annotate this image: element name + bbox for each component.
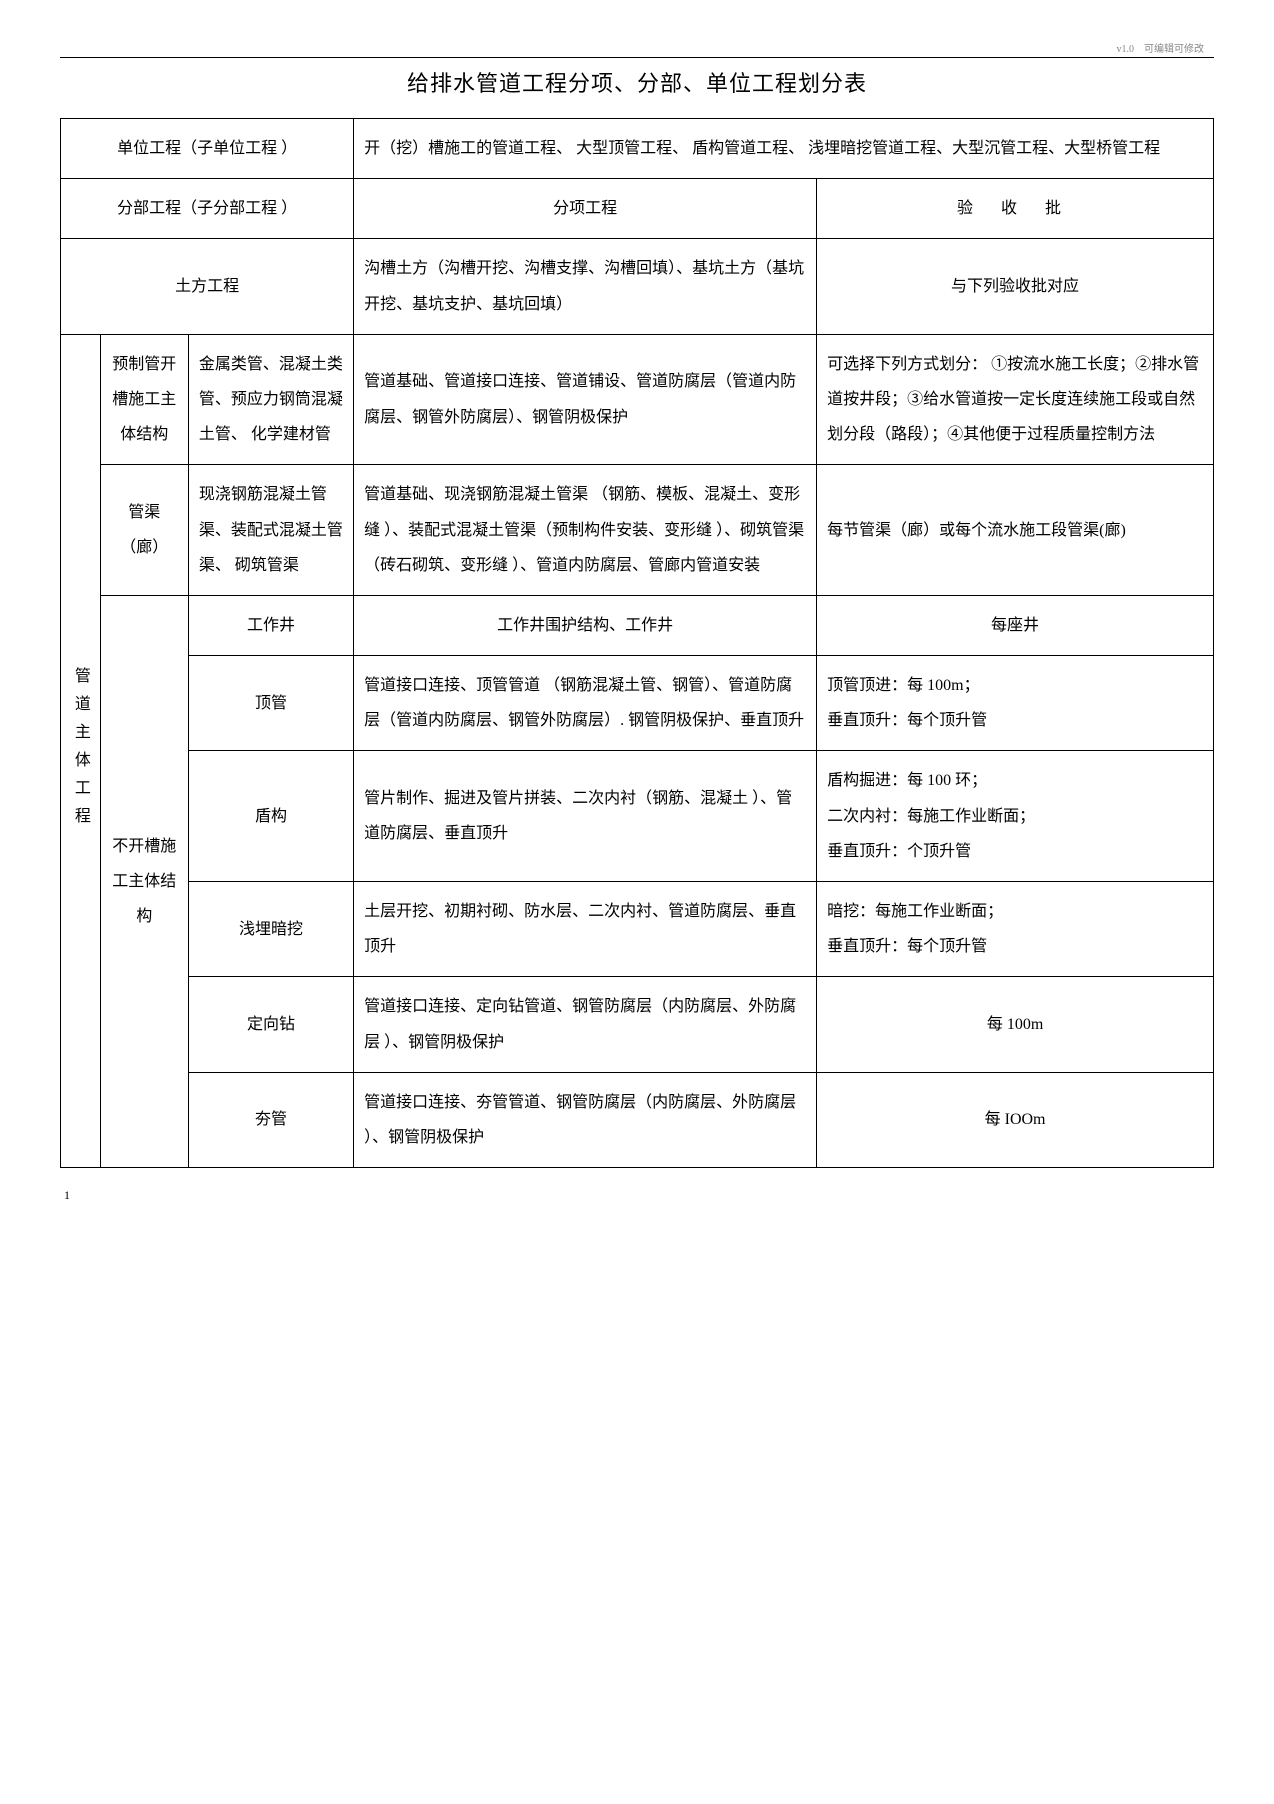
pipe-jacking-sub: 顶管 <box>188 656 353 751</box>
pipe-jacking-accept: 顶管顶进：每 100m； 垂直顶升：每个顶升管 <box>817 656 1214 751</box>
shield-sub: 盾构 <box>188 751 353 882</box>
pipe-jacking-items: 管道接口连接、顶管管道 （钢筋混凝土管、钢管）、管道防腐层（管道内防腐层、钢管外… <box>354 656 817 751</box>
earthwork-items: 沟槽土方（沟槽开挖、沟槽支撑、沟槽回填）、基坑土方（基坑开挖、基坑支护、基坑回填… <box>354 239 817 334</box>
table-row: 管道主体工程 预制管开槽施工主体结构 金属类管、混凝土类管、预应力钢筒混凝土管、… <box>61 334 1214 465</box>
table-row: 定向钻 管道接口连接、定向钻管道、钢管防腐层（内防腐层、外防腐层 ）、钢管阴极保… <box>61 977 1214 1072</box>
ramming-accept: 每 IOOm <box>817 1072 1214 1167</box>
table-row: 不开槽施工主体结构 工作井 工作井围护结构、工作井 每座井 <box>61 595 1214 655</box>
ramming-items: 管道接口连接、夯管管道、钢管防腐层（内防腐层、外防腐层 ）、钢管阴极保护 <box>354 1072 817 1167</box>
gallery-name: 管渠（廊） <box>100 465 188 596</box>
main-label: 管道主体工程 <box>61 334 101 1167</box>
table-row: 单位工程（子单位工程 ） 开（挖）槽施工的管道工程、 大型顶管工程、 盾构管道工… <box>61 119 1214 179</box>
directional-sub: 定向钻 <box>188 977 353 1072</box>
shallow-sub: 浅埋暗挖 <box>188 882 353 977</box>
table-row: 管渠（廊） 现浇钢筋混凝土管渠、装配式混凝土管渠、 砌筑管渠 管道基础、现浇钢筋… <box>61 465 1214 596</box>
gallery-accept: 每节管渠（廊）或每个流水施工段管渠(廊) <box>817 465 1214 596</box>
page-title: 给排水管道工程分项、分部、单位工程划分表 <box>60 66 1214 98</box>
table-row: 盾构 管片制作、掘进及管片拼装、二次内衬（钢筋、混凝土 ）、管道防腐层、垂直顶升… <box>61 751 1214 882</box>
directional-accept: 每 100m <box>817 977 1214 1072</box>
ramming-sub: 夯管 <box>188 1072 353 1167</box>
unit-project-desc: 开（挖）槽施工的管道工程、 大型顶管工程、 盾构管道工程、 浅埋暗挖管道工程、大… <box>354 119 1214 179</box>
prefab-sub: 金属类管、混凝土类管、预应力钢筒混凝土管、 化学建材管 <box>188 334 353 465</box>
table-row: 土方工程 沟槽土方（沟槽开挖、沟槽支撑、沟槽回填）、基坑土方（基坑开挖、基坑支护… <box>61 239 1214 334</box>
table-row: 分部工程（子分部工程 ） 分项工程 验 收 批 <box>61 179 1214 239</box>
unit-project-header: 单位工程（子单位工程 ） <box>61 119 354 179</box>
gallery-items: 管道基础、现浇钢筋混凝土管渠 （钢筋、模板、混凝土、变形缝 ）、装配式混凝土管渠… <box>354 465 817 596</box>
shield-items: 管片制作、掘进及管片拼装、二次内衬（钢筋、混凝土 ）、管道防腐层、垂直顶升 <box>354 751 817 882</box>
version: v1.0 <box>1117 44 1135 55</box>
table-row: 顶管 管道接口连接、顶管管道 （钢筋混凝土管、钢管）、管道防腐层（管道内防腐层、… <box>61 656 1214 751</box>
header-meta: v1.0 可编辑可修改 <box>60 40 1214 58</box>
page-number: 1 <box>60 1188 1214 1203</box>
shallow-items: 土层开挖、初期衬砌、防水层、二次内衬、管道防腐层、垂直顶升 <box>354 882 817 977</box>
acceptance-header: 验 收 批 <box>817 179 1214 239</box>
work-well-sub: 工作井 <box>188 595 353 655</box>
work-well-accept: 每座井 <box>817 595 1214 655</box>
work-well-items: 工作井围护结构、工作井 <box>354 595 817 655</box>
sub-project-header: 分部工程（子分部工程 ） <box>61 179 354 239</box>
prefab-name: 预制管开槽施工主体结构 <box>100 334 188 465</box>
shield-accept: 盾构掘进：每 100 环； 二次内衬：每施工作业断面； 垂直顶升：个顶升管 <box>817 751 1214 882</box>
prefab-items: 管道基础、管道接口连接、管道铺设、管道防腐层（管道内防腐层、钢管外防腐层）、钢管… <box>354 334 817 465</box>
gallery-sub: 现浇钢筋混凝土管渠、装配式混凝土管渠、 砌筑管渠 <box>188 465 353 596</box>
shallow-accept: 暗挖：每施工作业断面； 垂直顶升：每个顶升管 <box>817 882 1214 977</box>
table-row: 浅埋暗挖 土层开挖、初期衬砌、防水层、二次内衬、管道防腐层、垂直顶升 暗挖：每施… <box>61 882 1214 977</box>
earthwork-accept: 与下列验收批对应 <box>817 239 1214 334</box>
division-table: 单位工程（子单位工程 ） 开（挖）槽施工的管道工程、 大型顶管工程、 盾构管道工… <box>60 118 1214 1168</box>
item-project-header: 分项工程 <box>354 179 817 239</box>
note: 可编辑可修改 <box>1144 44 1204 55</box>
earthwork-name: 土方工程 <box>61 239 354 334</box>
directional-items: 管道接口连接、定向钻管道、钢管防腐层（内防腐层、外防腐层 ）、钢管阴极保护 <box>354 977 817 1072</box>
table-row: 夯管 管道接口连接、夯管管道、钢管防腐层（内防腐层、外防腐层 ）、钢管阴极保护 … <box>61 1072 1214 1167</box>
no-trench-label: 不开槽施工主体结构 <box>100 595 188 1167</box>
prefab-accept: 可选择下列方式划分： ①按流水施工长度；②排水管道按井段；③给水管道按一定长度连… <box>817 334 1214 465</box>
